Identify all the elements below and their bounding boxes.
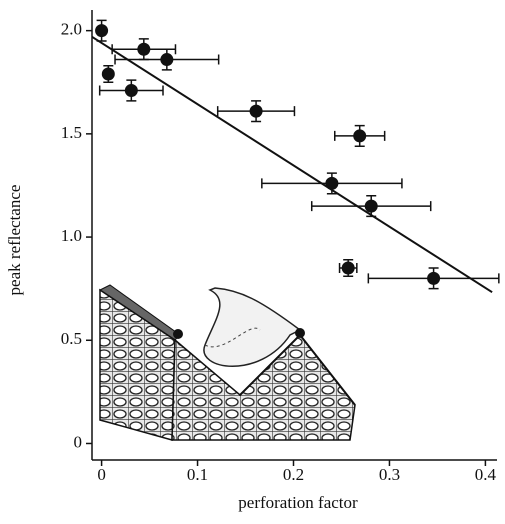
point	[101, 67, 115, 81]
x-tick-label: 0	[97, 465, 106, 484]
point	[160, 53, 174, 67]
x-tick-label: 0.4	[475, 465, 497, 484]
point	[325, 176, 339, 190]
point	[427, 271, 441, 285]
y-tick-label: 1.0	[61, 226, 82, 245]
x-axis-label: perforation factor	[238, 493, 358, 512]
y-tick-label: 2.0	[61, 20, 82, 39]
y-tick-label: 1.5	[61, 123, 82, 142]
x-tick-label: 0.3	[379, 465, 400, 484]
point	[249, 104, 263, 118]
y-tick-label: 0.5	[61, 329, 82, 348]
point	[137, 42, 151, 56]
inset-illustration	[99, 284, 356, 441]
point	[341, 261, 355, 275]
y-axis-label: peak reflectance	[5, 185, 24, 296]
x-tick-label: 0.2	[283, 465, 304, 484]
point	[95, 24, 109, 38]
point	[124, 84, 138, 98]
y-tick-label: 0	[74, 432, 83, 451]
fit-line	[91, 35, 493, 294]
point	[353, 129, 367, 143]
point	[364, 199, 378, 213]
x-tick-label: 0.1	[187, 465, 208, 484]
